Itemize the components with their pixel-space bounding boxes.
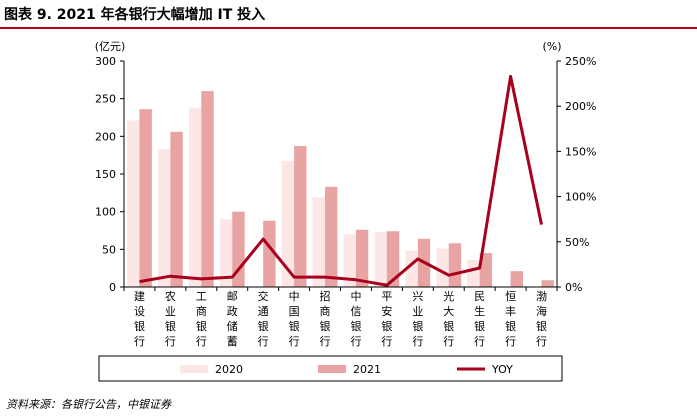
right-tick-label: 100% <box>565 191 596 204</box>
bar-2021-8 <box>355 229 369 287</box>
bar-2021-5 <box>263 220 276 287</box>
legend-label-2021: 2021 <box>353 363 381 376</box>
legend-label-yoy: YOY <box>491 363 513 376</box>
category-label-12: 民生银行 <box>474 290 485 348</box>
legend-swatch-2020 <box>180 365 208 373</box>
category-label-9: 平安银行 <box>381 290 392 348</box>
left-tick-label: 0 <box>109 281 116 294</box>
bar-2021-7 <box>325 186 338 287</box>
bar-2020-6 <box>281 161 295 287</box>
bar-2021-1 <box>139 109 152 287</box>
bar-2021-11 <box>448 243 462 287</box>
left-tick-label: 50 <box>102 243 116 256</box>
bank-it-investment-chart: 0 50 100 150 200 250 300 0% 50% 100% 150% 200% 250% (… <box>95 40 596 382</box>
bar-2021-3 <box>201 91 214 287</box>
bar-2021-6 <box>294 146 307 287</box>
bar-2020-11 <box>436 248 449 287</box>
bar-2020-4 <box>219 219 233 287</box>
bar-2021-4 <box>232 211 245 287</box>
bar-2020-1 <box>127 120 140 287</box>
legend-swatch-2021 <box>318 365 346 373</box>
category-label-3: 工商银行 <box>196 290 207 348</box>
bar-2020-2 <box>158 149 171 287</box>
left-tick-label: 100 <box>95 206 116 219</box>
category-label-10: 兴业银行 <box>412 290 423 348</box>
bar-2020-7 <box>312 197 326 287</box>
category-label-4: 邮政储蓄 <box>227 290 238 348</box>
bar-2021-2 <box>170 131 183 287</box>
left-tick-label: 150 <box>95 168 116 181</box>
category-label-8: 中信银行 <box>350 290 361 348</box>
bar-2020-12 <box>467 259 480 287</box>
category-label-2: 农业银行 <box>165 289 176 348</box>
right-tick-label: 50% <box>565 236 589 249</box>
source-note: 资料来源：各银行公告，中银证券 <box>6 398 171 411</box>
legend-box <box>98 355 563 382</box>
page-title: 图表 9. 2021 年各银行大幅增加 IT 投入 <box>4 7 266 23</box>
right-tick-label: 0% <box>565 281 582 294</box>
yoy-line <box>139 74 543 287</box>
category-label-11: 光大银行 <box>443 289 454 348</box>
left-axis-unit: (亿元) <box>95 40 126 53</box>
bar-2021-9 <box>386 231 400 287</box>
bar-2021-13 <box>510 271 523 287</box>
category-label-1: 建设银行 <box>134 289 145 348</box>
category-label-6: 中国银行 <box>289 290 300 348</box>
right-tick-label: 150% <box>565 145 596 158</box>
title-divider <box>0 27 697 29</box>
left-tick-label: 300 <box>95 55 116 68</box>
category-label-14: 渤海银行 <box>536 290 547 348</box>
bar-2020-3 <box>188 107 202 287</box>
right-tick-label: 250% <box>565 55 596 68</box>
legend-label-2020: 2020 <box>215 363 243 376</box>
category-label-5: 交通银行 <box>258 289 269 348</box>
left-tick-label: 250 <box>95 93 116 106</box>
bar-2021-14 <box>541 280 554 287</box>
left-tick-label: 200 <box>95 130 116 143</box>
right-axis-unit: (%) <box>542 40 561 53</box>
category-label-7: 招商银行 <box>320 289 331 348</box>
right-tick-label: 200% <box>565 100 596 113</box>
bar-2021-12 <box>479 253 493 287</box>
category-label-13: 恒丰银行 <box>505 290 516 348</box>
bar-2020-9 <box>374 232 387 287</box>
bar-2020-8 <box>343 234 356 287</box>
